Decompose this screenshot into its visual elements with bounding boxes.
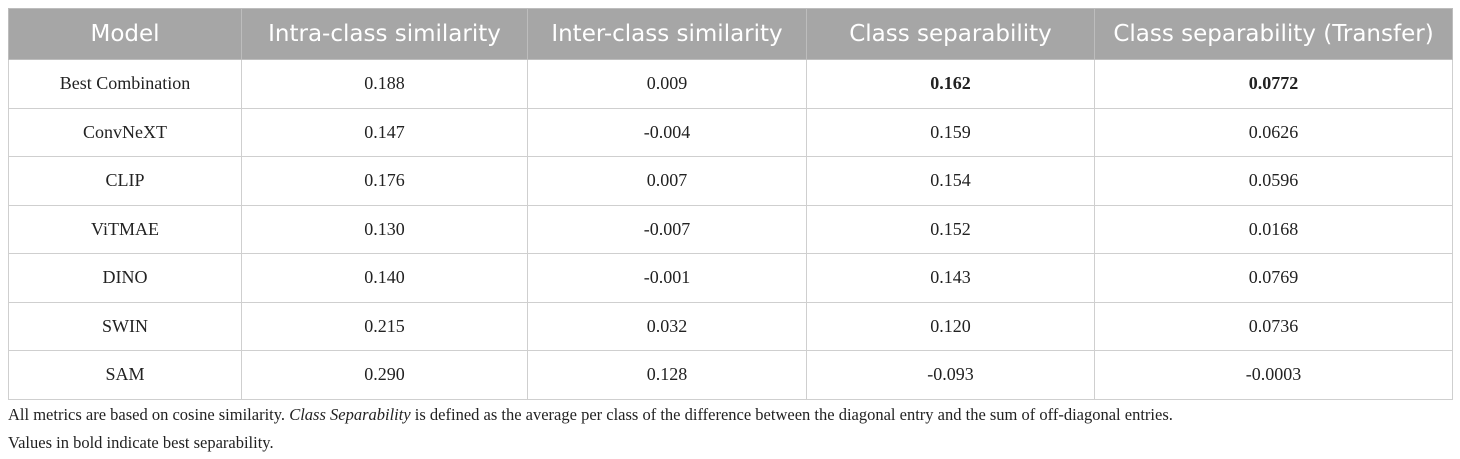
model-cell: Best Combination <box>8 59 242 109</box>
value-cell: 0.007 <box>527 156 807 206</box>
table: Model Intra-class similarity Inter-class… <box>8 8 1453 400</box>
value-cell: 0.0769 <box>1094 253 1453 303</box>
value-cell: 0.176 <box>241 156 528 206</box>
value-cell: -0.001 <box>527 253 807 303</box>
value-cell: 0.0596 <box>1094 156 1453 206</box>
model-cell: SAM <box>8 350 242 400</box>
value-cell: -0.0003 <box>1094 350 1453 400</box>
value-cell: 0.140 <box>241 253 528 303</box>
table-row: DINO 0.140 -0.001 0.143 0.0769 <box>8 253 1453 303</box>
value-cell: 0.154 <box>806 156 1095 206</box>
value-cell: 0.120 <box>806 301 1095 351</box>
table-row: Best Combination 0.188 0.009 0.162 0.0772 <box>8 59 1453 109</box>
value-cell: 0.159 <box>806 107 1095 157</box>
value-cell: 0.128 <box>527 350 807 400</box>
value-cell: 0.188 <box>241 59 528 109</box>
value-cell: -0.007 <box>527 204 807 254</box>
footnote-line: Values in bold indicate best separabilit… <box>8 433 274 452</box>
table-row: ViTMAE 0.130 -0.007 0.152 0.0168 <box>8 204 1453 254</box>
value-cell: 0.032 <box>527 301 807 351</box>
model-cell: CLIP <box>8 156 242 206</box>
header-row: Model Intra-class similarity Inter-class… <box>8 8 1453 60</box>
value-cell: 0.215 <box>241 301 528 351</box>
value-cell: 0.143 <box>806 253 1095 303</box>
value-cell: 0.009 <box>527 59 807 109</box>
value-cell: 0.290 <box>241 350 528 400</box>
table-row: SAM 0.290 0.128 -0.093 -0.0003 <box>8 350 1453 400</box>
value-cell: 0.130 <box>241 204 528 254</box>
value-cell: -0.004 <box>527 107 807 157</box>
value-cell: 0.0736 <box>1094 301 1453 351</box>
header-cell: Model <box>8 8 242 60</box>
table-body: Best Combination 0.188 0.009 0.162 0.0772 Con… <box>8 59 1453 400</box>
table-row: SWIN 0.215 0.032 0.120 0.0736 <box>8 301 1453 351</box>
footnote-text: All metrics are based on cosine similari… <box>8 405 290 424</box>
value-cell: 0.152 <box>806 204 1095 254</box>
header-cell: Class separability <box>806 8 1095 60</box>
value-cell: 0.0626 <box>1094 107 1453 157</box>
value-cell: 0.0168 <box>1094 204 1453 254</box>
model-cell: SWIN <box>8 301 242 351</box>
header-cell: Class separability (Transfer) <box>1094 8 1453 60</box>
model-cell: ViTMAE <box>8 204 242 254</box>
model-cell: ConvNeXT <box>8 107 242 157</box>
footnote-term: Class Separability <box>289 405 411 424</box>
header-cell: Inter-class similarity <box>527 8 807 60</box>
value-cell: -0.093 <box>806 350 1095 400</box>
value-cell: 0.0772 <box>1094 59 1453 109</box>
footnote-text: is defined as the average per class of t… <box>410 405 1173 424</box>
footnote-line: All metrics are based on cosine similari… <box>8 401 1173 429</box>
value-cell: 0.162 <box>806 59 1095 109</box>
header-cell: Intra-class similarity <box>241 8 528 60</box>
value-cell: 0.147 <box>241 107 528 157</box>
table-row: CLIP 0.176 0.007 0.154 0.0596 <box>8 156 1453 206</box>
model-cell: DINO <box>8 253 242 303</box>
table-row: ConvNeXT 0.147 -0.004 0.159 0.0626 <box>8 107 1453 157</box>
footnote: All metrics are based on cosine similari… <box>8 401 1173 457</box>
